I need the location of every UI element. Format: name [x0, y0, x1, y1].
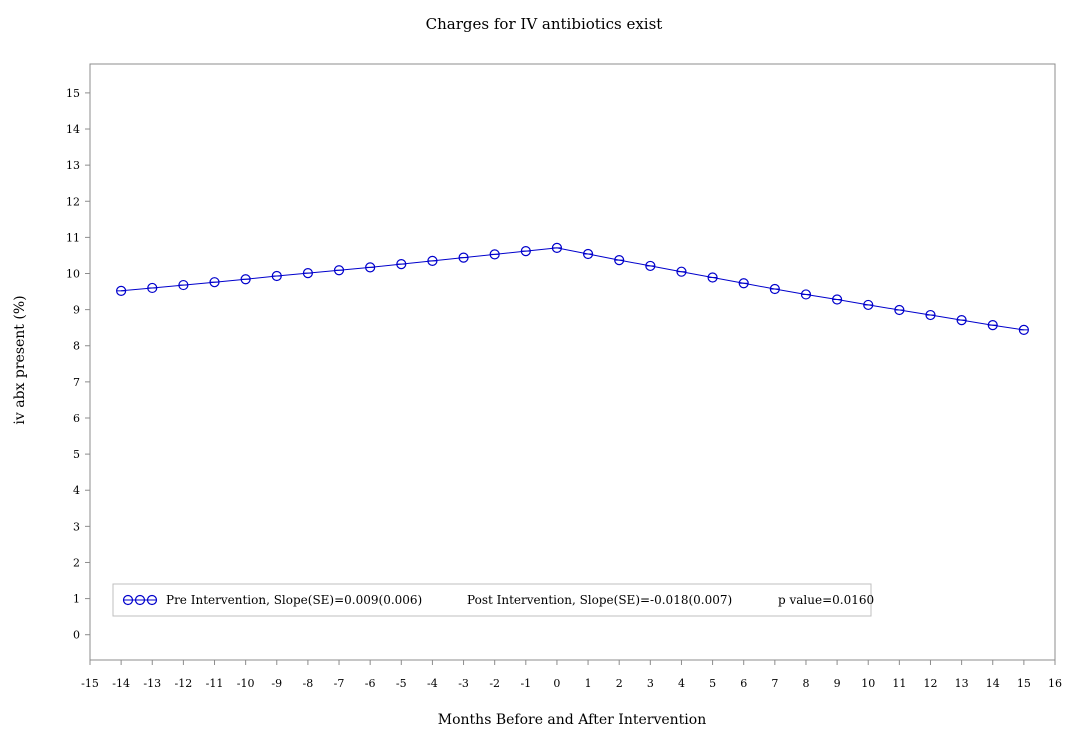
- legend-symbol-marker: [134, 594, 146, 606]
- x-tick-label: 7: [771, 677, 778, 690]
- x-tick-label: -15: [81, 677, 99, 690]
- series-line: [121, 247, 1024, 331]
- y-tick-label: 7: [73, 376, 80, 389]
- y-tick-label: 10: [66, 268, 80, 281]
- x-tick-label: 9: [834, 677, 841, 690]
- x-tick-label: -5: [396, 677, 407, 690]
- x-tick-label: 6: [740, 677, 747, 690]
- x-tick-label: -8: [303, 677, 314, 690]
- x-axis-label: Months Before and After Intervention: [438, 712, 706, 728]
- legend-box: [112, 583, 872, 617]
- legend: Pre Intervention, Slope(SE)=0.009(0.006)…: [112, 583, 874, 617]
- legend-symbol-marker: [122, 594, 134, 606]
- x-tick-label: 14: [986, 677, 1000, 690]
- x-tick-label: -9: [271, 677, 282, 690]
- legend-entry-post: Post Intervention, Slope(SE)=-0.018(0.00…: [467, 593, 732, 607]
- x-tick-label: 1: [585, 677, 592, 690]
- x-tick-label: 8: [802, 677, 809, 690]
- x-tick-label: -2: [489, 677, 500, 690]
- x-tick-label: 3: [647, 677, 654, 690]
- legend-entry-pvalue: p value=0.0160: [778, 593, 874, 607]
- y-tick-label: 15: [66, 87, 80, 100]
- y-tick-label: 12: [66, 195, 80, 208]
- y-tick-label: 13: [66, 159, 80, 172]
- x-tick-label: -10: [237, 677, 255, 690]
- x-tick-label: 12: [923, 677, 937, 690]
- x-tick-label: 5: [709, 677, 716, 690]
- y-tick-label: 1: [73, 593, 80, 606]
- y-tick-label: 4: [73, 484, 80, 497]
- x-tick-label: 16: [1048, 677, 1062, 690]
- y-tick-label: 6: [73, 412, 80, 425]
- x-tick-label: -3: [458, 677, 469, 690]
- y-tick-label: 11: [66, 231, 80, 244]
- x-tick-label: -1: [520, 677, 531, 690]
- plot-frame: [89, 63, 1056, 661]
- legend-symbol: [122, 594, 158, 606]
- y-tick-label: 9: [73, 304, 80, 317]
- legend-entry-pre: Pre Intervention, Slope(SE)=0.009(0.006): [166, 593, 422, 607]
- x-tick-label: -7: [334, 677, 345, 690]
- chart-title: Charges for IV antibiotics exist: [426, 15, 663, 33]
- y-tick-label: 2: [73, 556, 80, 569]
- y-tick-label: 3: [73, 520, 80, 533]
- x-tick-label: -13: [143, 677, 161, 690]
- x-tick-label: 10: [861, 677, 875, 690]
- x-tick-label: 11: [892, 677, 906, 690]
- x-axis: -15 -14 -13 -12 -11 -10 -9 -8 -7 -6 -5 -4 -3 -2 -1 0 1 2 3…: [81, 660, 1062, 690]
- x-tick-label: -14: [112, 677, 130, 690]
- y-axis-label: iv abx present (%): [12, 295, 28, 424]
- y-tick-label: 0: [73, 629, 80, 642]
- x-tick-label: -4: [427, 677, 438, 690]
- x-tick-label: 13: [955, 677, 969, 690]
- x-tick-label: 0: [553, 677, 560, 690]
- legend-symbol-marker: [146, 594, 158, 606]
- y-tick-label: 5: [73, 448, 80, 461]
- y-tick-label: 14: [66, 123, 80, 136]
- y-tick-label: 8: [73, 340, 80, 353]
- x-tick-label: -11: [206, 677, 224, 690]
- x-tick-label: -12: [175, 677, 193, 690]
- x-tick-label: 15: [1017, 677, 1031, 690]
- x-tick-label: 2: [616, 677, 623, 690]
- x-tick-label: -6: [365, 677, 376, 690]
- series-group: [116, 242, 1029, 335]
- x-tick-label: 4: [678, 677, 685, 690]
